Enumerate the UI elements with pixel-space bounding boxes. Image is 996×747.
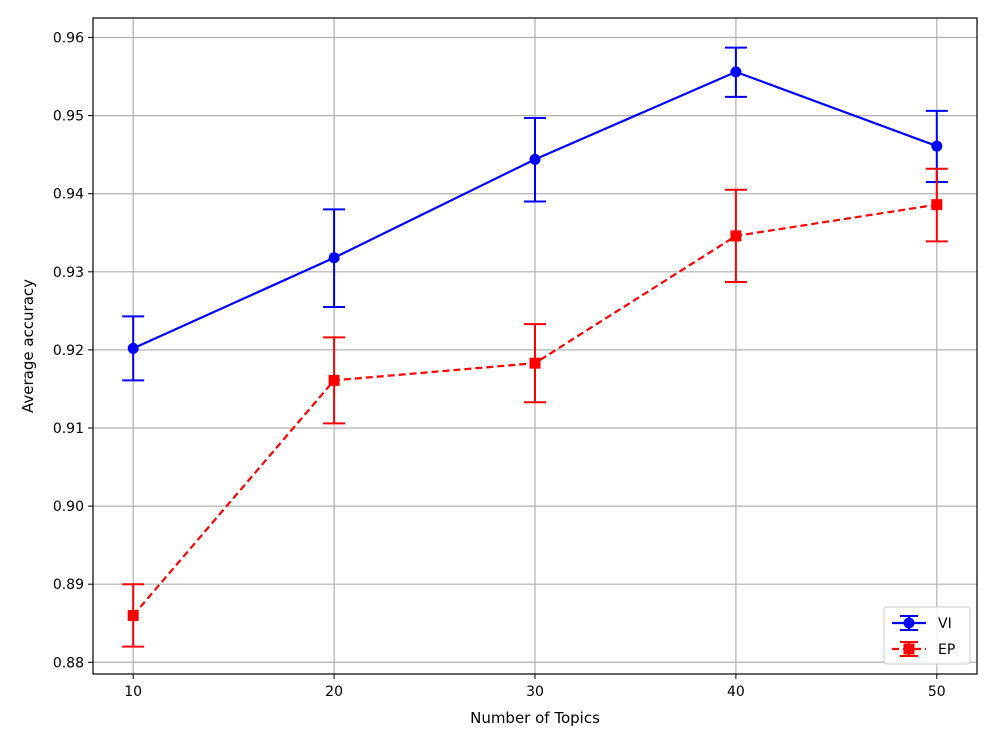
y-tick-label: 0.93 <box>53 265 84 281</box>
ep-point <box>529 357 541 369</box>
series-vi <box>122 46 948 382</box>
y-tick-label: 0.95 <box>53 109 84 125</box>
legend-box <box>883 606 971 665</box>
ep-point <box>127 609 139 621</box>
y-tick-label: 0.88 <box>53 655 84 671</box>
ep-point <box>931 199 943 211</box>
y-axis-label: Average accuracy <box>19 279 37 413</box>
vi-point <box>730 66 742 78</box>
y-tick-label: 0.94 <box>53 187 84 203</box>
y-tick-label: 0.90 <box>53 499 84 515</box>
vi-point <box>328 252 340 264</box>
x-tick-label: 20 <box>325 684 343 700</box>
y-tick-label: 0.89 <box>53 577 84 593</box>
legend-ep-label: EP <box>938 642 955 658</box>
x-tick-label: 50 <box>928 684 946 700</box>
x-tick-label: 30 <box>526 684 544 700</box>
series-ep <box>122 167 948 648</box>
x-tick-label: 10 <box>124 684 142 700</box>
legend-vi-marker <box>903 617 915 629</box>
ticks: 10 20 30 40 50 0.88 0.89 0.90 0.91 0.92 0.93 0.94 0.… <box>53 31 946 700</box>
y-tick-label: 0.92 <box>53 343 84 359</box>
vi-point <box>529 153 541 165</box>
y-tick-label: 0.96 <box>53 31 84 47</box>
x-tick-label: 40 <box>727 684 745 700</box>
y-tick-label: 0.91 <box>53 421 84 437</box>
vi-point <box>127 342 139 354</box>
legend-vi-label: VI <box>938 616 952 632</box>
ep-point <box>730 230 742 242</box>
ep-point <box>328 374 340 386</box>
legend: VI EP <box>883 606 971 665</box>
x-axis-label: Number of Topics <box>470 709 600 727</box>
series-layer <box>122 46 948 648</box>
legend-ep-marker <box>903 643 915 655</box>
vi-point <box>931 140 943 152</box>
